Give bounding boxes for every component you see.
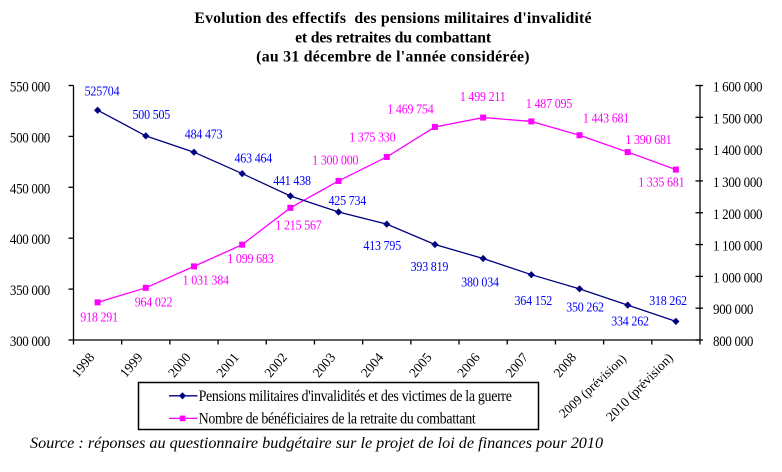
svg-text:800 000: 800 000 (713, 333, 753, 350)
svg-text:2005: 2005 (406, 350, 435, 381)
svg-text:463 464: 463 464 (235, 151, 273, 166)
svg-text:1 469 754: 1 469 754 (387, 102, 434, 117)
svg-text:2007: 2007 (502, 350, 531, 381)
svg-text:500 000: 500 000 (10, 129, 50, 146)
svg-text:1 000 000: 1 000 000 (713, 269, 762, 286)
svg-text:550 000: 550 000 (10, 79, 50, 96)
svg-text:364 152: 364 152 (515, 293, 553, 308)
svg-text:525704: 525704 (85, 84, 121, 99)
svg-text:Pensions militaires d'invalidi: Pensions militaires d'invalidités et des… (199, 388, 513, 405)
svg-text:1 375 330: 1 375 330 (349, 130, 395, 145)
svg-text:Source : réponses au questionn: Source : réponses au questionnaire budgé… (30, 434, 603, 452)
svg-text:500 505: 500 505 (133, 107, 171, 122)
svg-text:1998: 1998 (69, 350, 98, 381)
svg-text:350 000: 350 000 (10, 282, 50, 299)
svg-text:413 795: 413 795 (363, 238, 401, 253)
svg-text:1 200 000: 1 200 000 (713, 206, 762, 223)
svg-text:400 000: 400 000 (10, 231, 50, 248)
svg-text:918 291: 918 291 (80, 310, 118, 325)
svg-text:1 390 681: 1 390 681 (625, 132, 671, 147)
svg-text:380 034: 380 034 (461, 275, 499, 290)
svg-text:1 300 000: 1 300 000 (312, 153, 358, 168)
svg-text:1 499 211: 1 499 211 (460, 90, 506, 105)
svg-text:425 734: 425 734 (329, 193, 367, 208)
svg-text:300 000: 300 000 (10, 333, 50, 350)
svg-text:2002: 2002 (261, 350, 290, 380)
svg-text:2003: 2003 (310, 350, 339, 381)
svg-text:1 500 000: 1 500 000 (713, 110, 762, 127)
svg-text:1 443 681: 1 443 681 (583, 111, 629, 126)
svg-text:2008: 2008 (550, 350, 579, 381)
svg-text:964 022: 964 022 (135, 295, 173, 310)
svg-text:441 438: 441 438 (273, 173, 311, 188)
svg-text:et des retraites du combattant: et des retraites du combattant (295, 30, 492, 47)
svg-text:393 819: 393 819 (411, 259, 449, 274)
svg-text:1 400 000: 1 400 000 (713, 142, 762, 159)
svg-text:1 099 683: 1 099 683 (227, 251, 273, 266)
svg-text:1 335 681: 1 335 681 (638, 175, 684, 190)
svg-text:(au 31 décembre de l'année con: (au 31 décembre de l'année considérée) (256, 49, 530, 66)
svg-text:1 100 000: 1 100 000 (713, 238, 762, 255)
svg-text:2001: 2001 (213, 350, 242, 380)
svg-text:Evolution des effectifs des p: Evolution des effectifs des pensions mil… (194, 10, 591, 27)
svg-text:Nombre de bénéficiaires de la: Nombre de bénéficiaires de la retraite d… (199, 411, 476, 428)
svg-text:350 262: 350 262 (566, 300, 604, 315)
svg-text:900 000: 900 000 (713, 301, 753, 318)
svg-text:334 262: 334 262 (611, 314, 649, 329)
svg-text:450 000: 450 000 (10, 180, 50, 197)
svg-text:318 262: 318 262 (649, 293, 687, 308)
svg-text:1 031 384: 1 031 384 (183, 273, 230, 288)
svg-text:2006: 2006 (454, 350, 483, 381)
svg-text:1 215 567: 1 215 567 (275, 218, 321, 233)
svg-text:1 600 000: 1 600 000 (713, 79, 762, 96)
svg-text:1999: 1999 (117, 350, 146, 381)
svg-text:2000: 2000 (165, 350, 194, 381)
svg-text:484 473: 484 473 (185, 127, 223, 142)
svg-text:2004: 2004 (358, 350, 387, 381)
svg-text:1 300 000: 1 300 000 (713, 174, 762, 191)
svg-text:1 487 095: 1 487 095 (526, 96, 572, 111)
